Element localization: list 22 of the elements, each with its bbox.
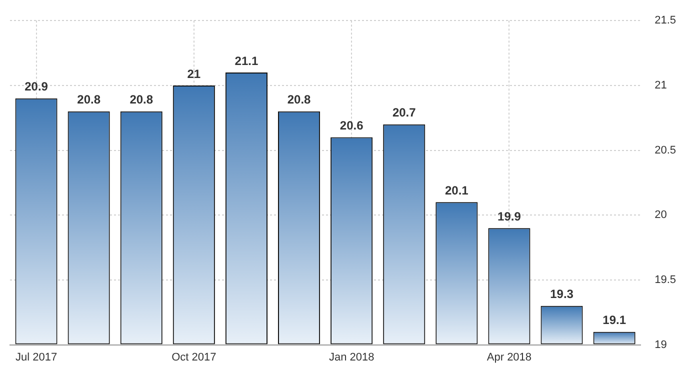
x-tick-label: Jul 2017 <box>15 351 58 364</box>
data-label: 19.3 <box>550 287 574 302</box>
data-label: 20.8 <box>130 92 154 107</box>
x-tick-label: Apr 2018 <box>486 351 532 364</box>
data-label: 20.8 <box>287 92 312 107</box>
x-tick-label: Oct 2017 <box>172 351 216 364</box>
y-tick-label: 21 <box>654 79 667 92</box>
y-tick-label: 20.5 <box>654 144 676 156</box>
data-label: 20.7 <box>392 106 416 120</box>
y-tick-label: 19.5 <box>654 274 676 286</box>
data-label: 21.1 <box>234 54 258 68</box>
data-label: 20.6 <box>340 118 364 133</box>
data-label: 19.9 <box>498 209 522 224</box>
data-label: 19.1 <box>602 313 626 328</box>
data-label: 21 <box>187 66 201 81</box>
x-tick-label: Jan 2018 <box>328 351 374 364</box>
y-tick-label: 19 <box>654 338 667 351</box>
y-tick-label: 20 <box>654 209 667 222</box>
data-label: 20.8 <box>77 92 101 107</box>
data-label: 20.1 <box>444 183 469 198</box>
y-tick-label: 21.5 <box>654 14 676 27</box>
data-label: 20.9 <box>24 80 48 94</box>
